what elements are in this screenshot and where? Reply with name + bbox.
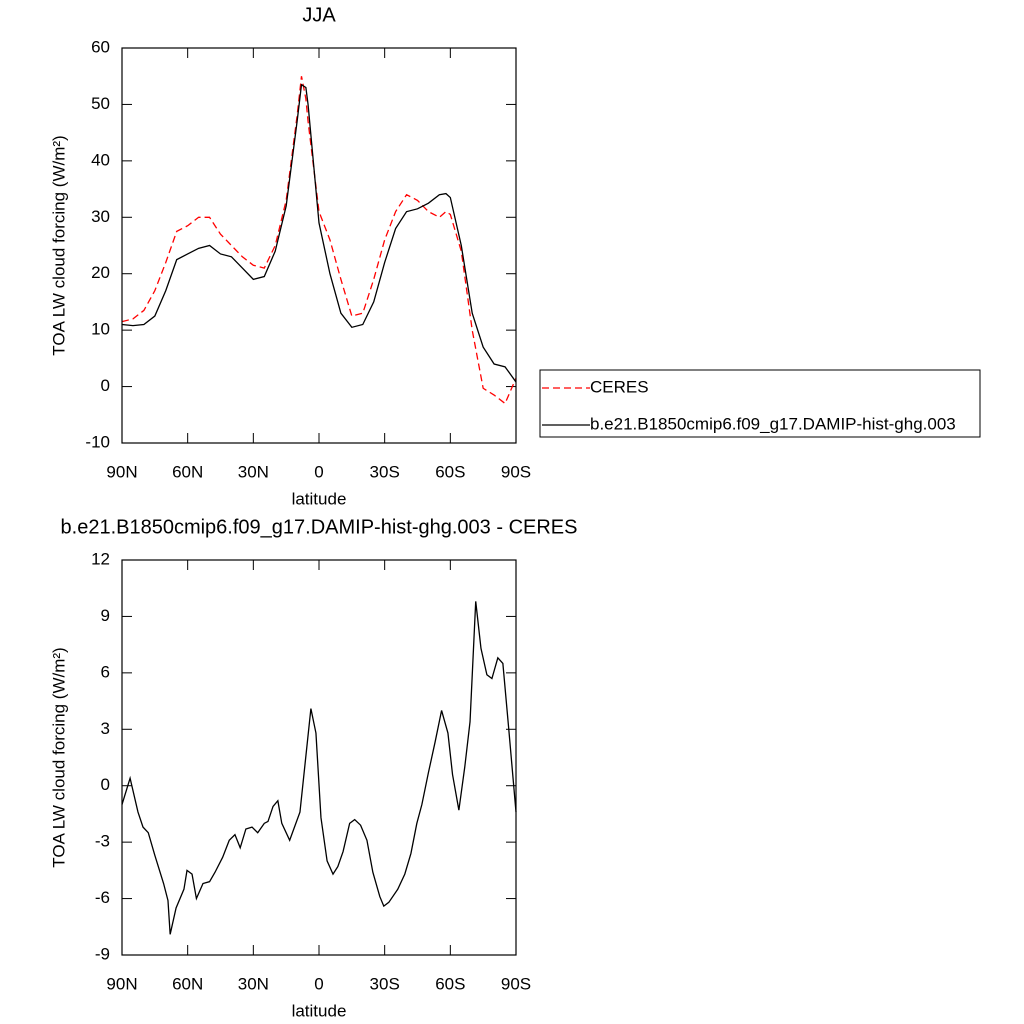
y-tick-label: 50	[91, 94, 110, 113]
x-tick-label: 30N	[238, 462, 269, 481]
y-tick-label: -6	[95, 888, 110, 907]
x-tick-label: 30N	[238, 974, 269, 993]
y-tick-label: 10	[91, 320, 110, 339]
x-tick-label: 90S	[501, 462, 531, 481]
y-tick-label: 30	[91, 207, 110, 226]
y-tick-label: 6	[101, 662, 110, 681]
y-tick-label: -10	[85, 432, 110, 451]
y-axis-label: TOA LW cloud forcing (W/m²)	[49, 647, 68, 867]
x-tick-label: 90N	[106, 462, 137, 481]
x-tick-label: 0	[314, 974, 323, 993]
x-tick-label: 60N	[172, 974, 203, 993]
y-tick-label: -3	[95, 832, 110, 851]
data-line	[121, 76, 517, 405]
x-tick-label: 60S	[435, 974, 465, 993]
legend-box	[539, 369, 981, 438]
x-tick-label: 60N	[172, 462, 203, 481]
x-tick-label: 30S	[370, 462, 400, 481]
y-axis-label: TOA LW cloud forcing (W/m²)	[49, 135, 68, 355]
chart-title: b.e21.B1850cmip6.f09_g17.DAMIP-hist-ghg.…	[61, 516, 578, 538]
y-tick-label: 12	[91, 549, 110, 568]
y-tick-label: 3	[101, 719, 110, 738]
y-tick-label: 0	[101, 775, 110, 794]
y-tick-label: 0	[101, 376, 110, 395]
data-line	[121, 83, 517, 383]
x-axis-label: latitude	[292, 489, 347, 508]
y-tick-label: 40	[91, 150, 110, 169]
x-tick-label: 30S	[370, 974, 400, 993]
data-line	[121, 601, 517, 935]
x-tick-label: 90N	[106, 974, 137, 993]
plot-frame	[121, 47, 517, 444]
legend-label: CERES	[590, 377, 649, 396]
x-axis-label: latitude	[292, 1001, 347, 1020]
y-tick-label: 20	[91, 263, 110, 282]
y-tick-label: 60	[91, 37, 110, 56]
chart-title: JJA	[302, 4, 336, 26]
legend-label: b.e21.B1850cmip6.f09_g17.DAMIP-hist-ghg.…	[590, 414, 956, 433]
y-tick-label: 9	[101, 606, 110, 625]
x-tick-label: 0	[314, 462, 323, 481]
y-tick-label: -9	[95, 944, 110, 963]
x-tick-label: 90S	[501, 974, 531, 993]
plot-frame	[121, 559, 517, 956]
x-tick-label: 60S	[435, 462, 465, 481]
